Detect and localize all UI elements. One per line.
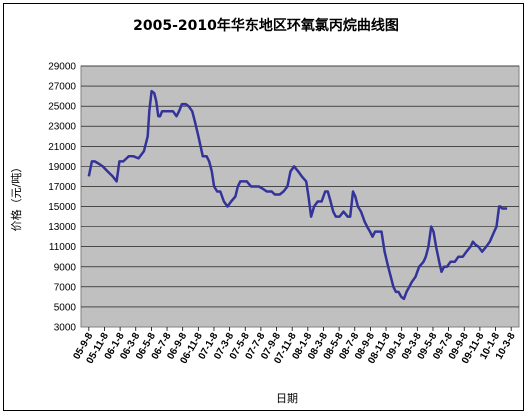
y-tick-label: 25000 [48,102,76,113]
y-tick-label: 11000 [49,242,77,253]
y-tick-label: 5000 [54,302,77,313]
y-tick-label: 3000 [54,323,77,334]
line-chart: 2005-2010年华东地区环氧氯丙烷曲线图 3000 5000 7000 9000 1… [9,17,520,405]
y-tick-label: 17000 [48,182,76,193]
y-tick-label: 29000 [48,62,76,73]
gridlines [81,65,519,308]
y-tick-label: 9000 [54,262,77,273]
x-axis-label: 日期 [276,392,298,405]
y-tick-label: 19000 [48,162,76,173]
y-tick-label: 21000 [48,142,76,153]
y-tick-label: 7000 [54,282,77,293]
x-axis-ticks: 05-9-805-11-806-1-806-3-806-5-806-7-806-… [71,327,518,366]
series-line-price [87,89,508,301]
y-tick-label: 13000 [48,222,76,233]
chart-frame: 2005-2010年华东地区环氧氯丙烷曲线图 3000 5000 7000 9000 1… [3,3,524,411]
y-axis-label: 价格（元/吨） [9,162,23,232]
plot-background [80,65,520,328]
y-tick-label: 15000 [48,202,76,213]
chart-title: 2005-2010年华东地区环氧氯丙烷曲线图 [133,17,399,34]
y-axis-ticks: 3000 5000 7000 9000 11000 13000 15000 17000 1900… [48,62,76,334]
y-tick-label: 27000 [48,82,76,93]
y-tick-label: 23000 [48,122,76,133]
